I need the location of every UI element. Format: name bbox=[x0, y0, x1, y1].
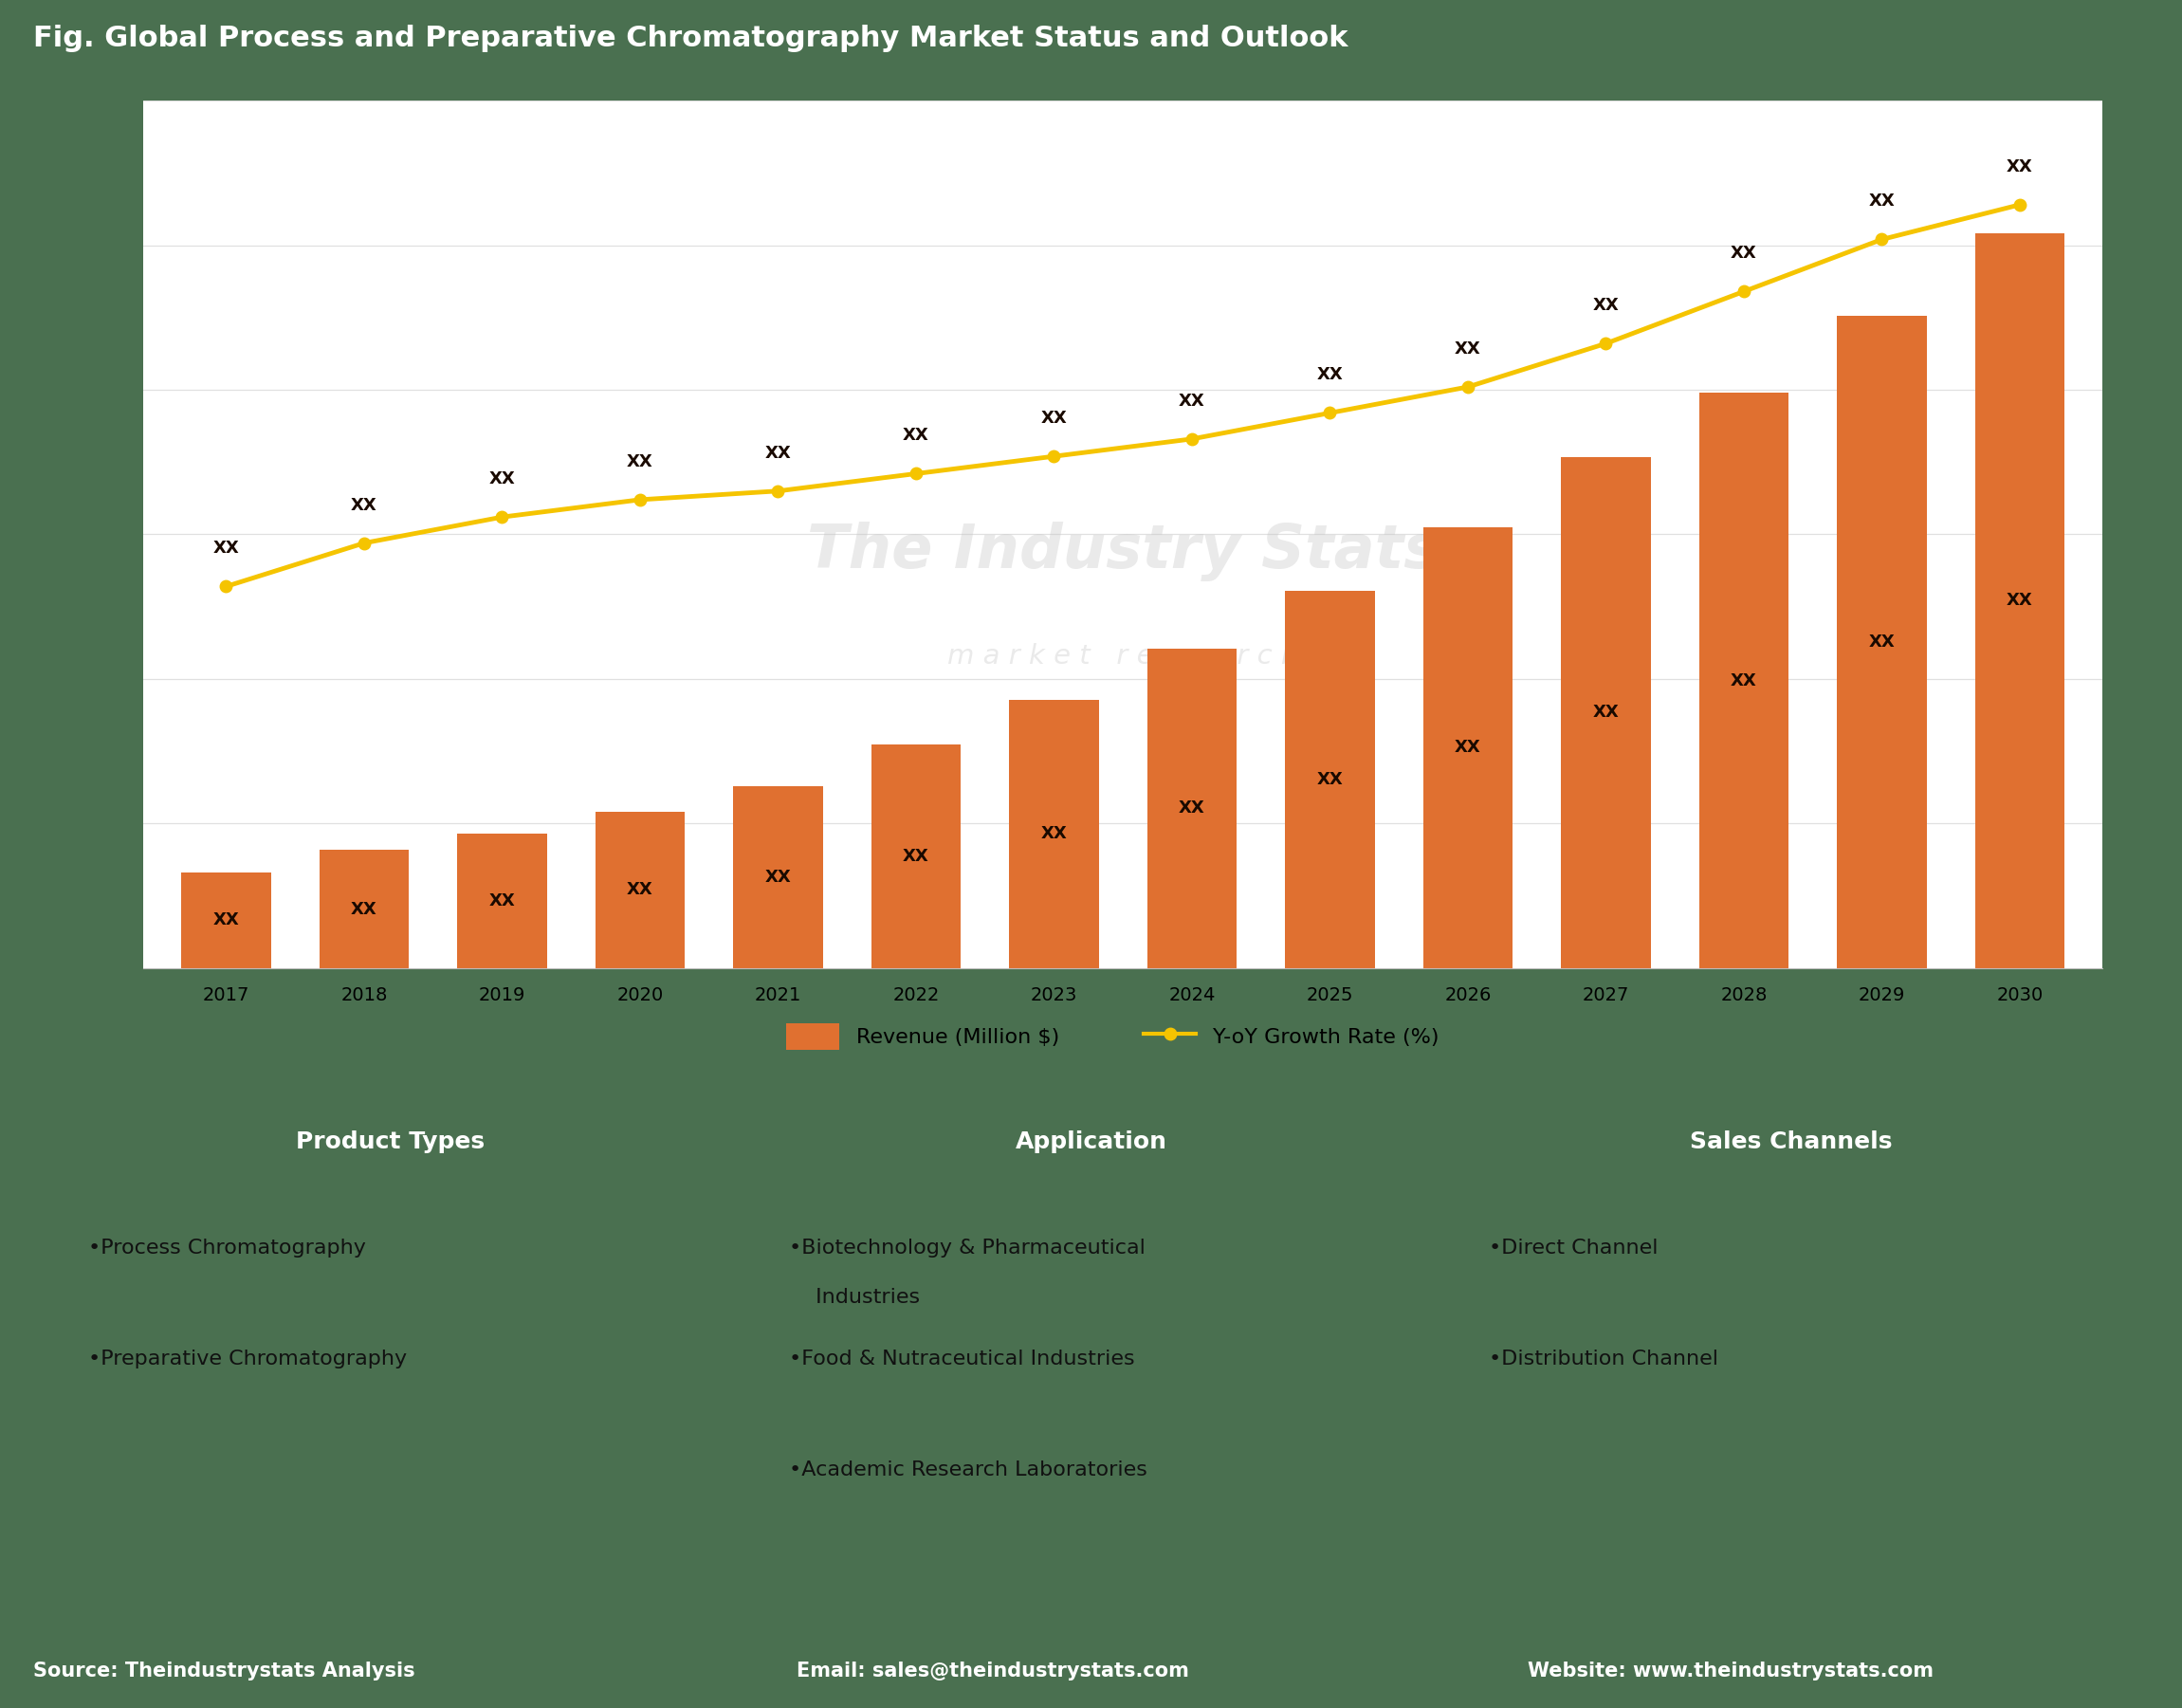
Text: XX: XX bbox=[489, 471, 515, 487]
Text: XX: XX bbox=[1455, 340, 1482, 357]
Text: Fig. Global Process and Preparative Chromatography Market Status and Outlook: Fig. Global Process and Preparative Chro… bbox=[33, 24, 1348, 51]
Text: Industries: Industries bbox=[810, 1288, 921, 1307]
Text: •Academic Research Laboratories: •Academic Research Laboratories bbox=[788, 1460, 1148, 1479]
Text: XX: XX bbox=[626, 453, 652, 470]
Text: •Biotechnology & Pharmaceutical: •Biotechnology & Pharmaceutical bbox=[788, 1238, 1146, 1257]
Text: XX: XX bbox=[1593, 704, 1619, 721]
Text: Website: www.theindustrystats.com: Website: www.theindustrystats.com bbox=[1527, 1662, 1933, 1681]
Text: XX: XX bbox=[2007, 159, 2034, 176]
Text: m a r k e t   r e s e a r c h: m a r k e t r e s e a r c h bbox=[947, 642, 1298, 670]
Text: XX: XX bbox=[351, 900, 377, 917]
Text: XX: XX bbox=[1316, 770, 1344, 787]
Text: Product Types: Product Types bbox=[297, 1131, 484, 1153]
Bar bbox=[1975, 232, 2064, 968]
Text: XX: XX bbox=[626, 881, 652, 898]
Text: Source: Theindustrystats Analysis: Source: Theindustrystats Analysis bbox=[33, 1662, 415, 1681]
Text: XX: XX bbox=[214, 540, 240, 557]
Bar bbox=[458, 834, 548, 968]
Text: The Industry Stats: The Industry Stats bbox=[807, 523, 1440, 582]
Text: Sales Channels: Sales Channels bbox=[1691, 1131, 1892, 1153]
Bar bbox=[1560, 456, 1652, 968]
Text: XX: XX bbox=[214, 912, 240, 929]
Text: XX: XX bbox=[1041, 410, 1067, 427]
Text: XX: XX bbox=[1868, 193, 1894, 210]
Legend: Revenue (Million $), Y-oY Growth Rate (%): Revenue (Million $), Y-oY Growth Rate (%… bbox=[786, 1023, 1440, 1049]
Bar bbox=[1700, 393, 1789, 968]
Text: XX: XX bbox=[2007, 593, 2034, 610]
Bar bbox=[871, 745, 960, 968]
Text: Email: sales@theindustrystats.com: Email: sales@theindustrystats.com bbox=[796, 1662, 1189, 1681]
Bar bbox=[1008, 700, 1100, 968]
Text: •Direct Channel: •Direct Channel bbox=[1488, 1238, 1658, 1257]
Text: Application: Application bbox=[1015, 1131, 1167, 1153]
Bar bbox=[733, 786, 823, 968]
Text: XX: XX bbox=[351, 497, 377, 514]
Text: XX: XX bbox=[766, 869, 792, 885]
Text: XX: XX bbox=[766, 444, 792, 461]
Text: •Preparative Chromatography: •Preparative Chromatography bbox=[87, 1349, 406, 1368]
Text: XX: XX bbox=[1316, 367, 1344, 384]
Bar bbox=[181, 873, 271, 968]
Text: XX: XX bbox=[903, 427, 930, 444]
Text: XX: XX bbox=[1455, 740, 1482, 757]
Text: XX: XX bbox=[1730, 244, 1757, 261]
Text: •Food & Nutraceutical Industries: •Food & Nutraceutical Industries bbox=[788, 1349, 1135, 1368]
Bar bbox=[1423, 528, 1512, 968]
Bar bbox=[596, 811, 685, 968]
Text: •Distribution Channel: •Distribution Channel bbox=[1488, 1349, 1719, 1368]
Text: XX: XX bbox=[903, 847, 930, 864]
Bar bbox=[1837, 316, 1927, 968]
Text: XX: XX bbox=[1868, 634, 1894, 651]
Text: XX: XX bbox=[1593, 297, 1619, 314]
Text: XX: XX bbox=[1178, 393, 1204, 410]
Text: XX: XX bbox=[1178, 799, 1204, 816]
Bar bbox=[319, 851, 408, 968]
Text: XX: XX bbox=[1730, 671, 1757, 688]
Text: •Process Chromatography: •Process Chromatography bbox=[87, 1238, 367, 1257]
Bar bbox=[1285, 591, 1375, 968]
Text: XX: XX bbox=[1041, 825, 1067, 842]
Text: XX: XX bbox=[489, 893, 515, 910]
Bar bbox=[1148, 649, 1237, 968]
